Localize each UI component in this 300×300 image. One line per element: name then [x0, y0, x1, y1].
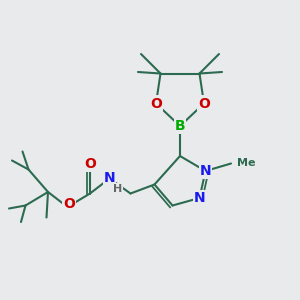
Text: O: O — [63, 197, 75, 211]
Text: O: O — [84, 157, 96, 170]
Text: Me: Me — [237, 158, 256, 169]
Text: O: O — [198, 97, 210, 110]
Text: H: H — [113, 184, 122, 194]
Text: N: N — [194, 191, 205, 205]
Text: B: B — [175, 119, 185, 133]
Text: N: N — [104, 172, 115, 185]
Text: O: O — [150, 97, 162, 110]
Text: N: N — [200, 164, 211, 178]
